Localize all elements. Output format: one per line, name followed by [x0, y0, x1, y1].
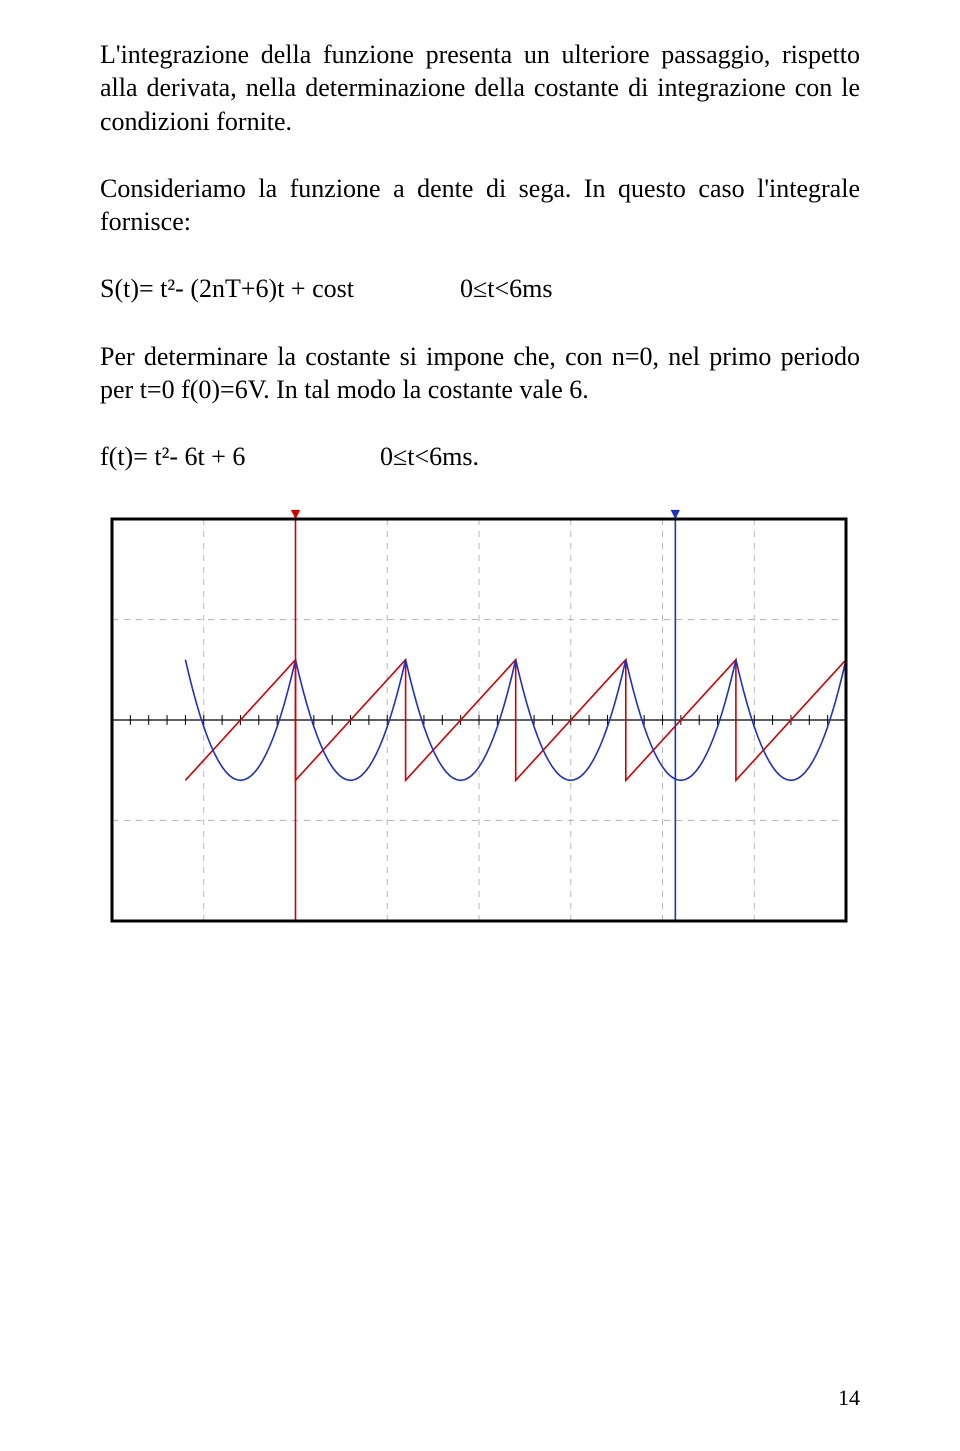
oscilloscope-chart: ▼▼ [100, 507, 860, 938]
equation-2-rhs: 0≤t<6ms. [380, 440, 479, 473]
equation-2-lhs: f(t)= t²- 6t + 6 [100, 440, 380, 473]
paragraph-3: Per determinare la costante si impone ch… [100, 340, 860, 407]
equation-1-lhs: S(t)= t²- (2nT+6)t + cost [100, 272, 460, 305]
equation-1: S(t)= t²- (2nT+6)t + cost 0≤t<6ms [100, 272, 860, 305]
equation-1-rhs: 0≤t<6ms [460, 272, 553, 305]
chart-svg: ▼▼ [100, 507, 858, 933]
svg-text:▼: ▼ [667, 507, 683, 523]
page-number: 14 [838, 1385, 860, 1411]
svg-text:▼: ▼ [288, 507, 304, 523]
page: L'integrazione della funzione presenta u… [0, 0, 960, 1451]
paragraph-2: Consideriamo la funzione a dente di sega… [100, 172, 860, 239]
equation-2: f(t)= t²- 6t + 6 0≤t<6ms. [100, 440, 860, 473]
paragraph-1: L'integrazione della funzione presenta u… [100, 38, 860, 138]
